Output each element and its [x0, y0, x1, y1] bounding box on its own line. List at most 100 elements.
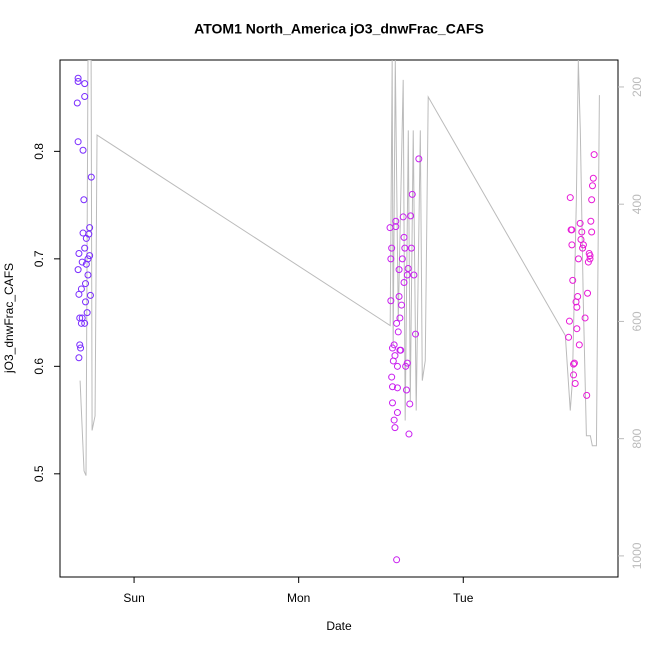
- line: [79, 60, 600, 476]
- point: [388, 373, 396, 381]
- point: [74, 74, 82, 82]
- point: [399, 213, 407, 221]
- point: [400, 278, 408, 286]
- point: [388, 399, 396, 407]
- point: [407, 212, 415, 220]
- point: [82, 280, 90, 288]
- y2-tick-label: 1000: [630, 542, 644, 569]
- point: [586, 255, 594, 263]
- point: [84, 271, 92, 279]
- point: [404, 265, 412, 273]
- point: [75, 354, 83, 362]
- point: [79, 146, 87, 154]
- point: [73, 99, 81, 107]
- point: [586, 252, 594, 260]
- point: [74, 266, 82, 274]
- point: [570, 359, 578, 367]
- point: [74, 77, 82, 85]
- point: [412, 330, 420, 338]
- point: [391, 424, 399, 432]
- point: [407, 244, 415, 252]
- x-tick-label: Tue: [453, 591, 474, 605]
- point: [396, 314, 404, 322]
- point: [393, 319, 401, 327]
- point: [579, 244, 587, 252]
- point: [398, 301, 406, 309]
- x-tick-label: Mon: [287, 591, 310, 605]
- point: [398, 255, 406, 263]
- point: [388, 244, 396, 252]
- point: [74, 138, 82, 146]
- point: [579, 241, 587, 249]
- point: [82, 298, 90, 306]
- point: [387, 255, 395, 263]
- chart-title: ATOM1 North_America jO3_dnwFrac_CAFS: [194, 21, 484, 37]
- point: [396, 346, 404, 354]
- point: [83, 309, 91, 317]
- point: [393, 556, 401, 564]
- y-tick-label: 0.7: [32, 250, 46, 267]
- y-tick-label: 0.8: [32, 143, 46, 160]
- point: [565, 317, 573, 325]
- point: [405, 430, 413, 438]
- point: [77, 285, 85, 293]
- point: [406, 400, 414, 408]
- point: [590, 151, 598, 159]
- point: [576, 219, 584, 227]
- point: [578, 228, 586, 236]
- point: [80, 196, 88, 204]
- y-axis-label: jO3_dnwFrac_CAFS: [2, 263, 16, 374]
- point: [570, 360, 578, 368]
- point: [403, 359, 411, 367]
- point: [393, 409, 401, 417]
- point: [566, 194, 574, 202]
- point: [386, 224, 394, 232]
- point: [581, 314, 589, 322]
- point: [588, 228, 596, 236]
- point: [76, 341, 84, 349]
- point: [86, 224, 94, 232]
- point: [568, 226, 576, 234]
- point: [392, 223, 400, 231]
- y-tick-label: 0.5: [32, 465, 46, 482]
- point: [387, 297, 395, 305]
- point: [393, 362, 401, 370]
- point: [77, 344, 85, 352]
- point: [587, 217, 595, 225]
- point: [573, 325, 581, 333]
- point: [388, 344, 396, 352]
- point: [584, 289, 592, 297]
- point: [78, 258, 86, 266]
- point: [408, 190, 416, 198]
- point: [390, 416, 398, 424]
- point: [81, 244, 89, 252]
- point: [589, 174, 597, 182]
- point: [391, 352, 399, 360]
- y-tick-label: 0.6: [32, 358, 46, 375]
- plot-area: [73, 60, 600, 564]
- point: [81, 93, 89, 101]
- x-tick-label: Sun: [123, 591, 144, 605]
- y2-tick-label: 200: [630, 77, 644, 97]
- point: [394, 328, 402, 336]
- point: [85, 230, 93, 238]
- point: [574, 292, 582, 300]
- point: [402, 386, 410, 394]
- point: [575, 341, 583, 349]
- point: [388, 383, 396, 391]
- point: [401, 244, 409, 252]
- point: [392, 217, 400, 225]
- x-axis-label: Date: [326, 619, 352, 633]
- y2-tick-label: 400: [630, 194, 644, 214]
- point: [574, 255, 582, 263]
- point: [87, 173, 95, 181]
- point: [395, 292, 403, 300]
- point: [588, 196, 596, 204]
- point: [393, 384, 401, 392]
- point: [403, 271, 411, 279]
- point: [86, 252, 94, 260]
- point: [571, 380, 579, 388]
- point: [588, 182, 596, 190]
- point: [81, 319, 89, 327]
